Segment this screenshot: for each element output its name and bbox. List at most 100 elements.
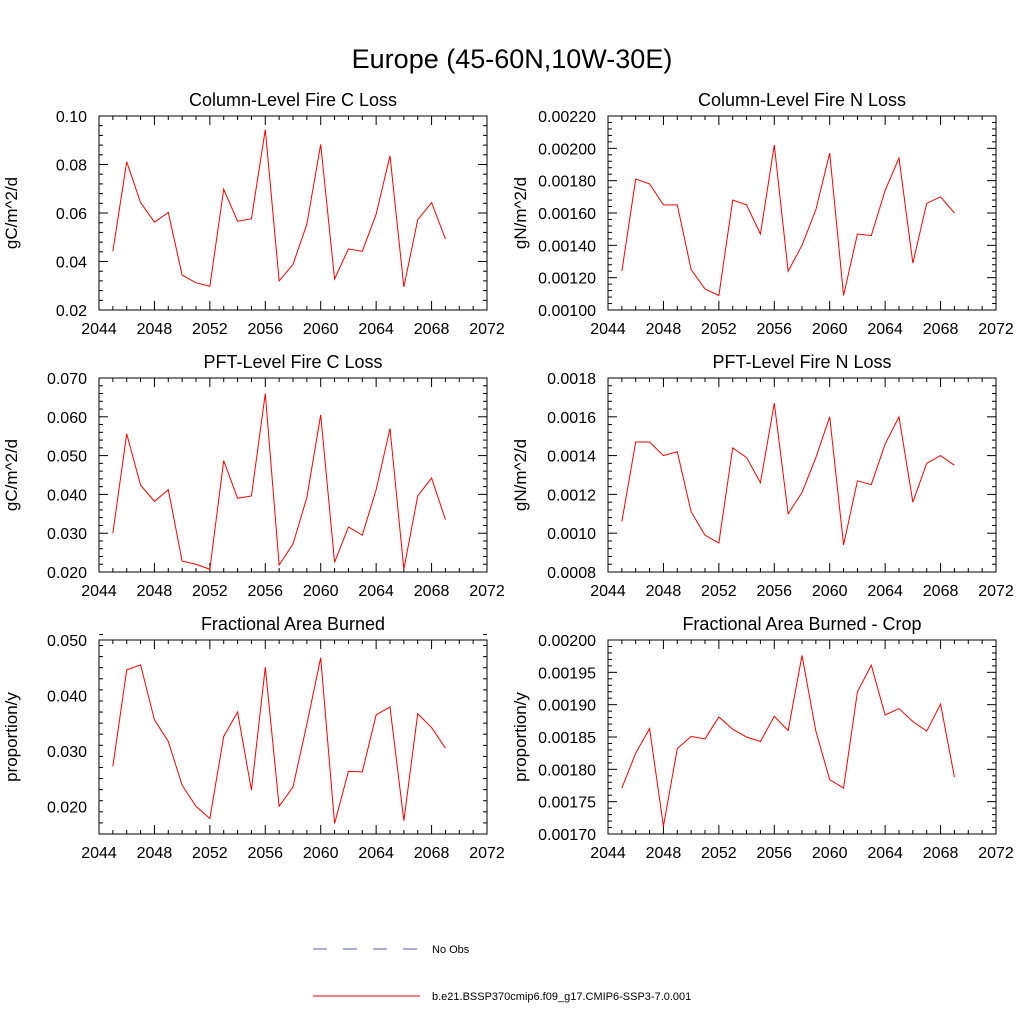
y-tick-label: 0.00200: [538, 141, 596, 158]
x-tick-label: 2048: [646, 583, 682, 600]
x-tick-label: 2044: [590, 845, 626, 862]
panel-3: PFT-Level Fire C Loss 2044 2048 2052 2056 206…: [2, 352, 505, 600]
panel-4: PFT-Level Fire N Loss 2044 2048 2052 2056 206…: [511, 352, 1014, 600]
y-tick-label: 0.0012: [547, 487, 596, 504]
y-tick-label: 0.00220: [538, 109, 596, 126]
x-tick-label: 2048: [137, 583, 173, 600]
plot-frame: [607, 377, 997, 573]
panel-6: Fractional Area Burned - Crop 2044 2048 205…: [511, 614, 1014, 862]
legend-label-no-obs: No Obs: [432, 944, 470, 956]
y-tick-label: 0.030: [47, 744, 87, 761]
x-tick-label: 2052: [192, 583, 228, 600]
panel-title: PFT-Level Fire C Loss: [203, 352, 382, 372]
x-tick-label: 2064: [358, 321, 394, 338]
y-tick-label: 0.0010: [547, 526, 596, 543]
legend-label-model: b.e21.BSSP370cmip6.f09_g17.CMIP6-SSP3-7.…: [432, 991, 691, 1003]
y-tick-label: 0.040: [47, 487, 87, 504]
x-tick-label: 2056: [247, 583, 283, 600]
x-tick-label: 2056: [756, 583, 792, 600]
y-tick-label: 0.00185: [538, 730, 596, 747]
x-tick-label: 2064: [867, 845, 903, 862]
panels: Column-Level Fire C Loss 2044 2048 2052 2056…: [2, 90, 1014, 862]
y-axis-label: gC/m^2/d: [2, 177, 21, 249]
x-tick-label: 2044: [81, 321, 117, 338]
y-tick-label: 0.06: [56, 206, 87, 223]
x-tick-label: 2064: [867, 321, 903, 338]
y-tick-label: 0.030: [47, 526, 87, 543]
x-tick-label: 2060: [812, 583, 848, 600]
x-tick-label: 2052: [701, 845, 737, 862]
y-tick-label: 0.060: [47, 410, 87, 427]
y-axis-label: gN/m^2/d: [511, 439, 530, 511]
x-tick-label: 2060: [812, 321, 848, 338]
y-tick-label: 0.10: [56, 109, 87, 126]
y-tick-label: 0.0014: [547, 449, 596, 466]
y-tick-label: 0.00180: [538, 762, 596, 779]
panel-title: Fractional Area Burned: [201, 614, 385, 634]
x-tick-label: 2068: [414, 845, 450, 862]
x-tick-label: 2056: [247, 321, 283, 338]
plot-frame: [98, 115, 488, 311]
x-tick-label: 2068: [923, 845, 959, 862]
y-tick-label: 0.00180: [538, 174, 596, 191]
x-tick-label: 2056: [756, 845, 792, 862]
x-tick-label: 2068: [923, 583, 959, 600]
x-tick-label: 2072: [469, 583, 505, 600]
x-tick-label: 2048: [646, 845, 682, 862]
x-tick-label: 2048: [646, 321, 682, 338]
plot-frame: [98, 639, 488, 835]
panel-2: Column-Level Fire N Loss 2044 2048 2052 2056…: [511, 90, 1014, 338]
panel-title: Fractional Area Burned - Crop: [682, 614, 921, 634]
figure-title: Europe (45-60N,10W-30E): [352, 44, 673, 74]
x-tick-label: 2060: [303, 845, 339, 862]
y-tick-label: 0.08: [56, 158, 87, 175]
panel-5: Fractional Area Burned 2044 2048 2052 2056 20…: [2, 614, 505, 862]
series-line: [112, 657, 446, 824]
series-line: [112, 393, 446, 570]
legend-item-model: b.e21.BSSP370cmip6.f09_g17.CMIP6-SSP3-7.…: [313, 991, 691, 1003]
x-tick-label: 2052: [192, 321, 228, 338]
y-tick-label: 0.020: [47, 565, 87, 582]
y-axis-label: proportion/y: [511, 692, 530, 782]
y-tick-label: 0.0016: [547, 410, 596, 427]
y-tick-label: 0.050: [47, 449, 87, 466]
y-tick-label: 0.02: [56, 303, 87, 320]
y-tick-label: 0.070: [47, 371, 87, 388]
x-tick-label: 2064: [867, 583, 903, 600]
y-tick-label: 0.020: [47, 799, 87, 816]
x-tick-label: 2056: [247, 845, 283, 862]
x-tick-label: 2072: [469, 845, 505, 862]
y-axis-label: gN/m^2/d: [511, 177, 530, 249]
y-tick-label: 0.00140: [538, 238, 596, 255]
x-tick-label: 2072: [978, 583, 1014, 600]
x-tick-label: 2044: [590, 321, 626, 338]
x-tick-label: 2072: [978, 321, 1014, 338]
y-tick-label: 0.04: [56, 255, 87, 272]
series-line: [621, 145, 955, 297]
y-tick-label: 0.00190: [538, 698, 596, 715]
y-tick-label: 0.0018: [547, 371, 596, 388]
y-tick-label: 0.0008: [547, 565, 596, 582]
x-tick-label: 2068: [414, 321, 450, 338]
panel-title: Column-Level Fire C Loss: [189, 90, 397, 110]
y-axis-label: gC/m^2/d: [2, 439, 21, 511]
x-tick-label: 2072: [469, 321, 505, 338]
y-tick-label: 0.00200: [538, 633, 596, 650]
legend-item-no-obs: No Obs: [313, 944, 470, 956]
x-tick-label: 2064: [358, 583, 394, 600]
y-tick-label: 0.00120: [538, 271, 596, 288]
x-tick-label: 2056: [756, 321, 792, 338]
x-tick-label: 2072: [978, 845, 1014, 862]
x-tick-label: 2052: [192, 845, 228, 862]
series-line: [621, 655, 955, 827]
series-line: [112, 129, 446, 288]
x-tick-label: 2060: [812, 845, 848, 862]
series-line: [621, 403, 955, 545]
x-tick-label: 2068: [414, 583, 450, 600]
plot-frame: [607, 639, 997, 835]
panel-title: Column-Level Fire N Loss: [698, 90, 906, 110]
x-tick-label: 2068: [923, 321, 959, 338]
x-tick-label: 2064: [358, 845, 394, 862]
x-tick-label: 2044: [81, 845, 117, 862]
